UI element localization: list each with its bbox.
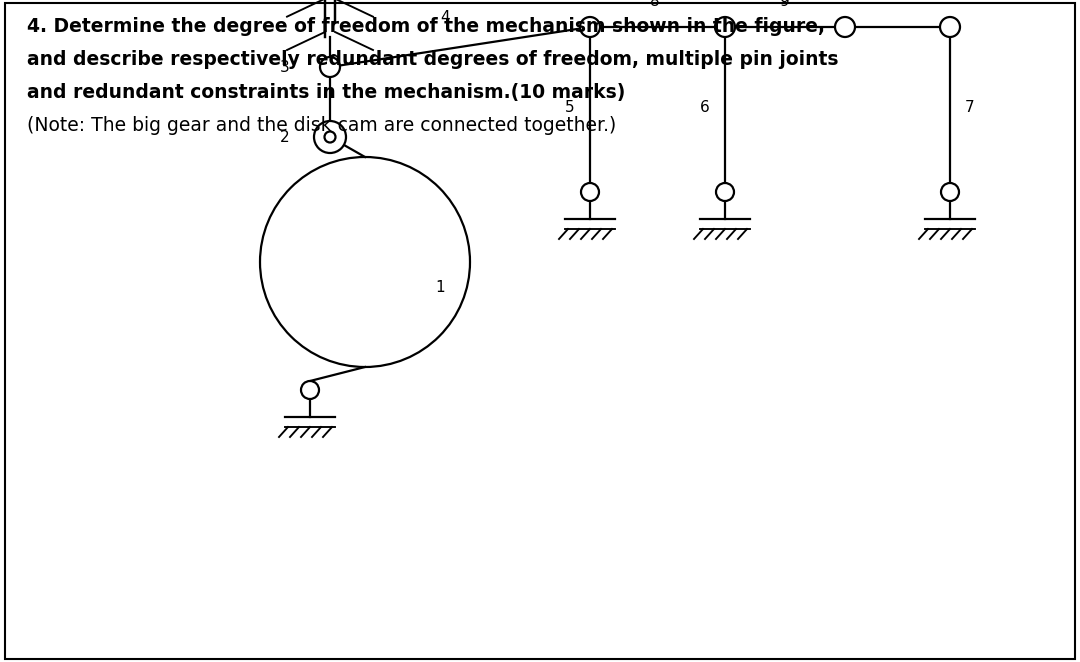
Text: 8: 8 <box>650 0 660 9</box>
Text: and redundant constraints in the mechanism.(10 marks): and redundant constraints in the mechani… <box>27 83 625 102</box>
Text: and describe respectively redundant degrees of freedom, multiple pin joints: and describe respectively redundant degr… <box>27 50 838 69</box>
Text: 1: 1 <box>435 279 445 295</box>
Circle shape <box>320 57 340 77</box>
Text: (Note: The big gear and the disk cam are connected together.): (Note: The big gear and the disk cam are… <box>27 116 617 135</box>
Text: 6: 6 <box>700 99 710 115</box>
Circle shape <box>324 132 336 142</box>
Circle shape <box>835 17 855 37</box>
Text: 7: 7 <box>966 99 975 115</box>
Circle shape <box>301 381 319 399</box>
Text: 5: 5 <box>565 99 575 115</box>
Text: 4: 4 <box>441 9 449 24</box>
Text: 3: 3 <box>280 60 289 75</box>
Circle shape <box>314 121 346 153</box>
Circle shape <box>940 17 960 37</box>
Circle shape <box>716 183 734 201</box>
Circle shape <box>941 183 959 201</box>
Text: 9: 9 <box>780 0 789 9</box>
Circle shape <box>715 17 735 37</box>
Circle shape <box>580 17 600 37</box>
Text: 4. Determine the degree of freedom of the mechanism shown in the figure,: 4. Determine the degree of freedom of th… <box>27 17 825 36</box>
Circle shape <box>581 183 599 201</box>
Text: 2: 2 <box>280 130 289 144</box>
